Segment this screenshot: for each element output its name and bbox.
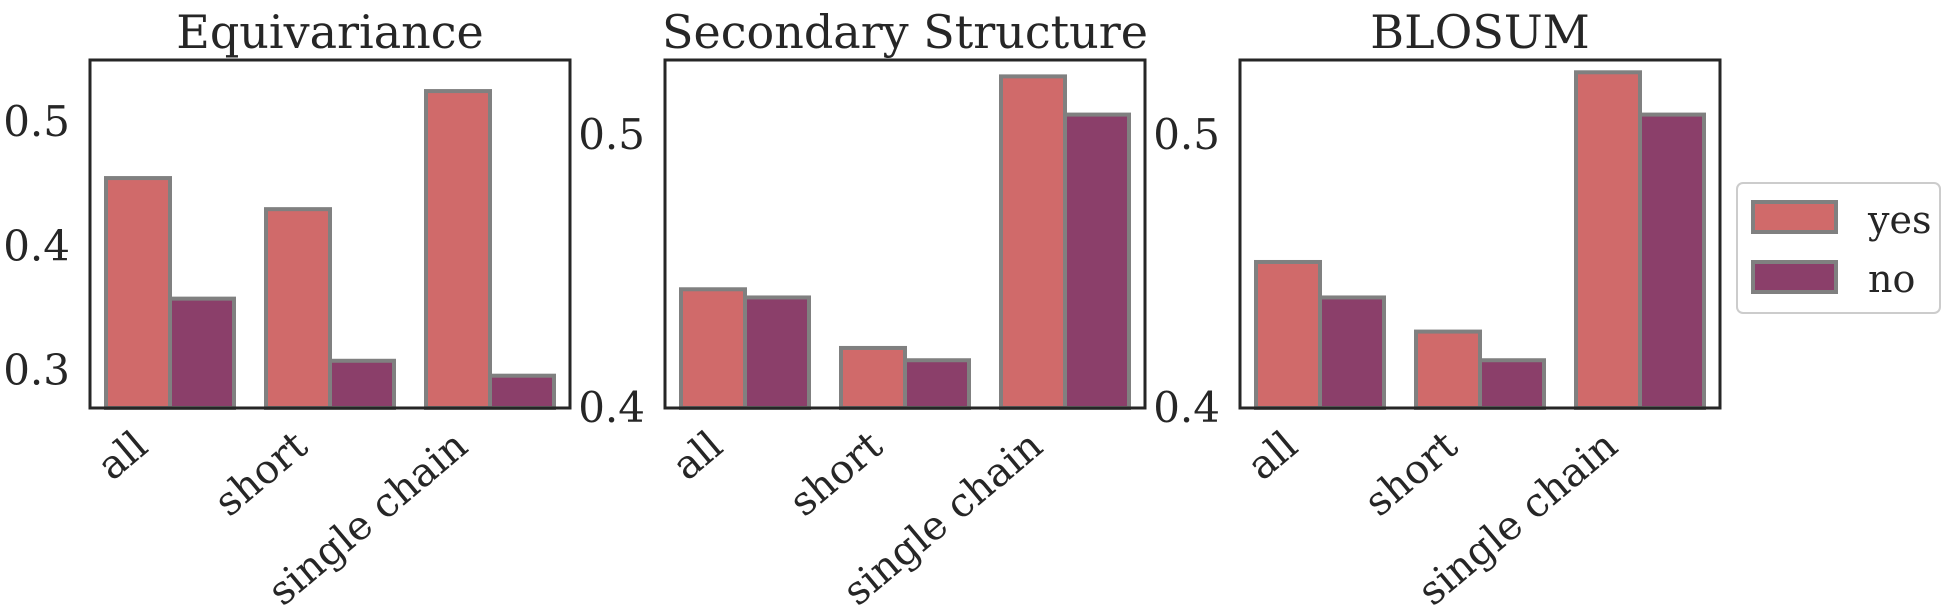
legend-label-no: no — [1868, 257, 1915, 301]
bar-yes-all — [679, 287, 747, 411]
legend-swatch-yes — [1751, 200, 1838, 234]
bar-no-short — [328, 358, 396, 410]
chart-title: Secondary Structure — [662, 5, 1148, 59]
bar-yes-all — [1254, 259, 1322, 410]
bar-yes-short — [839, 345, 907, 410]
y-tick-label: 0.4 — [1153, 383, 1220, 432]
bar-no-single-chain — [1063, 112, 1131, 411]
x-tick-label: all — [1239, 422, 1306, 489]
bar-no-all — [743, 295, 811, 411]
bar-no-short — [1478, 358, 1546, 410]
y-tick-label: 0.3 — [3, 346, 70, 395]
x-tick-label: short — [781, 422, 891, 525]
bar-no-single-chain — [488, 373, 556, 410]
y-tick-label: 0.4 — [3, 221, 70, 270]
bar-yes-short — [264, 207, 332, 410]
bar-no-all — [168, 296, 236, 410]
x-tick-label: all — [664, 422, 731, 489]
y-tick-label: 0.5 — [1153, 110, 1220, 159]
legend-swatch-no — [1751, 260, 1838, 294]
axes-frame — [88, 58, 572, 410]
bar-no-single-chain — [1638, 112, 1706, 411]
y-tick-label: 0.5 — [3, 97, 70, 146]
axes-frame — [1238, 58, 1722, 410]
bar-no-all — [1318, 295, 1386, 411]
legend: yes no — [1736, 182, 1941, 314]
chart-title: Equivariance — [176, 5, 484, 59]
bar-yes-all — [104, 176, 172, 410]
x-tick-label: short — [1356, 422, 1466, 525]
bar-yes-single-chain — [424, 89, 492, 410]
y-tick-label: 0.4 — [578, 383, 645, 432]
axes-frame — [663, 58, 1147, 410]
x-tick-label: short — [206, 422, 316, 525]
bar-yes-single-chain — [1574, 70, 1642, 411]
bar-yes-short — [1414, 329, 1482, 411]
legend-label-yes: yes — [1867, 198, 1931, 242]
bar-no-short — [903, 358, 971, 410]
bar-yes-single-chain — [999, 74, 1067, 411]
chart-title: BLOSUM — [1370, 5, 1589, 59]
x-tick-label: all — [89, 422, 156, 489]
y-tick-label: 0.5 — [578, 110, 645, 159]
